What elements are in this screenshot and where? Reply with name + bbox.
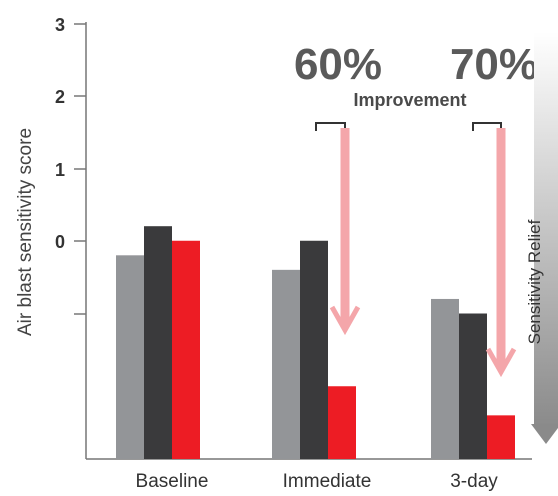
immediate-improvement-percent: 60% bbox=[294, 40, 382, 89]
arrow-3day bbox=[485, 128, 517, 378]
arrow-immediate bbox=[329, 128, 361, 336]
category-label: Immediate bbox=[283, 471, 372, 492]
y-tick-label: 3 bbox=[55, 15, 65, 35]
bar-baseline-series-2 bbox=[144, 226, 172, 459]
bar-3-day-series-3 bbox=[487, 415, 515, 459]
y-tick-marks bbox=[74, 23, 86, 315]
three-day-improvement-percent: 70% bbox=[450, 40, 538, 89]
category-label: Baseline bbox=[136, 471, 209, 492]
y-axis-label: Air blast sensitivity score bbox=[15, 128, 36, 336]
improvement-bracket-immediate bbox=[315, 122, 346, 131]
y-tick-label: 0 bbox=[55, 232, 65, 252]
bar-baseline-series-1 bbox=[116, 255, 144, 459]
bar-immediate-series-1 bbox=[272, 269, 300, 459]
category-label: 3-day bbox=[450, 471, 498, 492]
sensitivity-relief-label: Sensitivity Relief bbox=[525, 219, 544, 344]
bar-immediate-series-2 bbox=[300, 240, 328, 459]
bar-3-day-series-1 bbox=[431, 298, 459, 459]
bars bbox=[116, 226, 515, 459]
sensitivity-relief-arrow bbox=[531, 32, 558, 444]
improvement-label: Improvement bbox=[353, 90, 466, 110]
improvement-bracket-3day bbox=[472, 122, 502, 131]
y-tick-label: 2 bbox=[55, 87, 65, 107]
y-tick-label: 1 bbox=[55, 160, 65, 180]
bar-3-day-series-2 bbox=[459, 313, 487, 459]
bar-immediate-series-3 bbox=[328, 386, 356, 459]
bar-baseline-series-3 bbox=[172, 240, 200, 459]
